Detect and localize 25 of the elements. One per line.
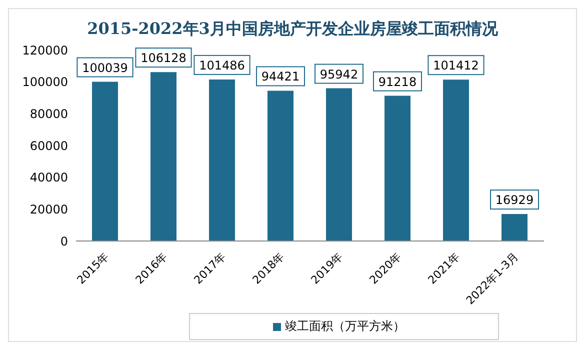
y-tick-label: 120000 [22,43,68,58]
bar [150,72,176,241]
data-label: 95942 [320,67,358,82]
y-tick-label: 80000 [30,106,68,121]
data-label: 94421 [261,70,300,84]
y-tick-label: 60000 [30,138,68,153]
bar [443,80,469,241]
data-label: 91218 [378,74,417,89]
bar [326,88,352,241]
bar [209,79,235,241]
data-label: 106128 [140,51,186,66]
data-label: 101486 [199,58,245,72]
bar [502,214,528,241]
data-label: 100039 [82,60,128,75]
bar [384,96,410,241]
y-tick-label: 100000 [22,75,68,90]
y-tick-label: 40000 [30,170,68,185]
y-tick-label: 0 [60,234,68,248]
y-tick-label: 20000 [30,202,68,216]
chart-title: 2015-2022年3月中国房地产开发企业房屋竣工面积情况 [86,18,499,40]
bar [92,82,118,241]
bar [268,90,294,241]
data-label: 101412 [433,58,479,73]
data-label: 16929 [495,193,534,208]
legend-label: 竣工面积（万平方米） [285,319,405,333]
